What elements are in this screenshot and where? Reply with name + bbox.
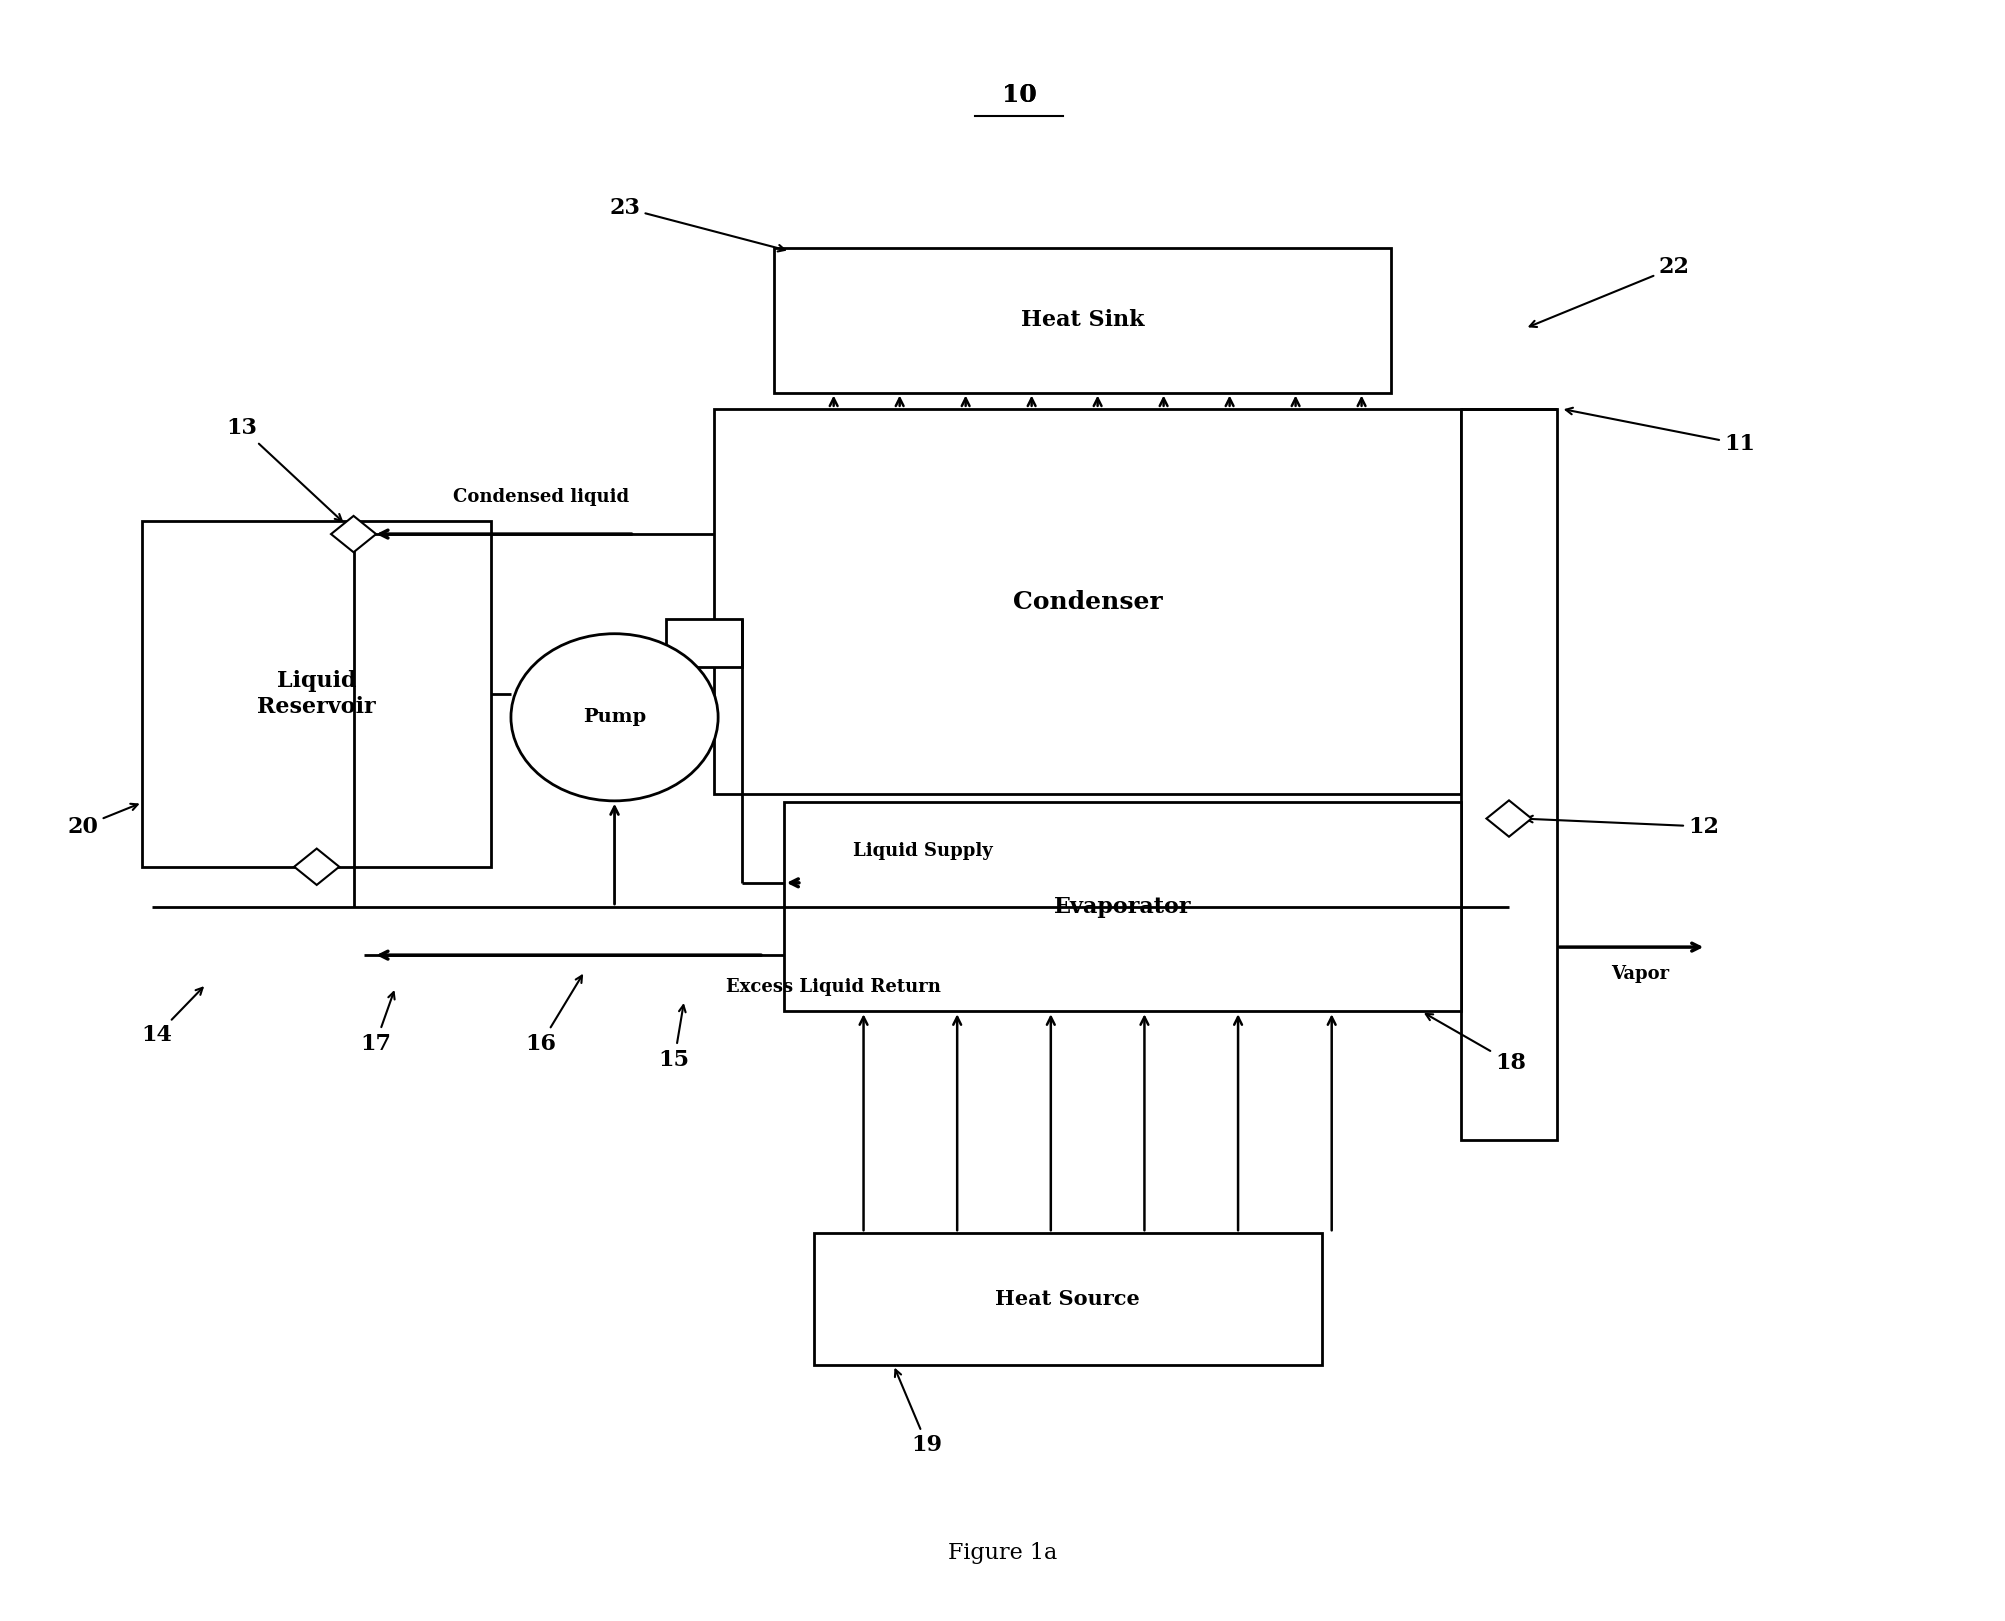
Text: 15: 15 (658, 1005, 690, 1070)
Text: 11: 11 (1566, 408, 1754, 456)
Bar (142, 522, 491, 867)
Text: 16: 16 (525, 976, 581, 1055)
Text: 22: 22 (1530, 256, 1688, 327)
Bar (331, 515, 375, 553)
Text: Excess Liquid Return: Excess Liquid Return (726, 979, 940, 997)
Text: Condensed liquid: Condensed liquid (453, 488, 630, 506)
Text: 12: 12 (1526, 815, 1718, 838)
Text: Pump: Pump (583, 708, 646, 726)
Bar (295, 848, 339, 885)
Bar (814, 1234, 1321, 1365)
Text: Liquid
Reservoir: Liquid Reservoir (257, 671, 375, 718)
Bar (1460, 408, 1556, 1140)
Text: 10: 10 (1000, 83, 1037, 107)
Text: Heat Source: Heat Source (994, 1289, 1139, 1310)
Text: 23: 23 (610, 196, 784, 251)
Text: 20: 20 (68, 804, 138, 838)
Text: Condenser: Condenser (1013, 590, 1163, 614)
Text: 14: 14 (140, 987, 203, 1047)
Bar (774, 248, 1391, 392)
Bar (1486, 801, 1530, 836)
Text: 18: 18 (1426, 1013, 1526, 1073)
Bar (666, 619, 742, 668)
Text: 17: 17 (359, 992, 395, 1055)
Bar (784, 802, 1460, 1012)
Bar (714, 408, 1460, 794)
Text: 13: 13 (227, 417, 341, 520)
Circle shape (511, 634, 718, 801)
Text: Figure 1a: Figure 1a (948, 1542, 1057, 1564)
Text: Evaporator: Evaporator (1053, 896, 1191, 917)
Text: Heat Sink: Heat Sink (1021, 310, 1145, 331)
Text: 19: 19 (894, 1370, 942, 1456)
Text: 10: 10 (1000, 83, 1037, 107)
Text: Vapor: Vapor (1610, 966, 1668, 984)
Text: Liquid Supply: Liquid Supply (852, 841, 992, 859)
